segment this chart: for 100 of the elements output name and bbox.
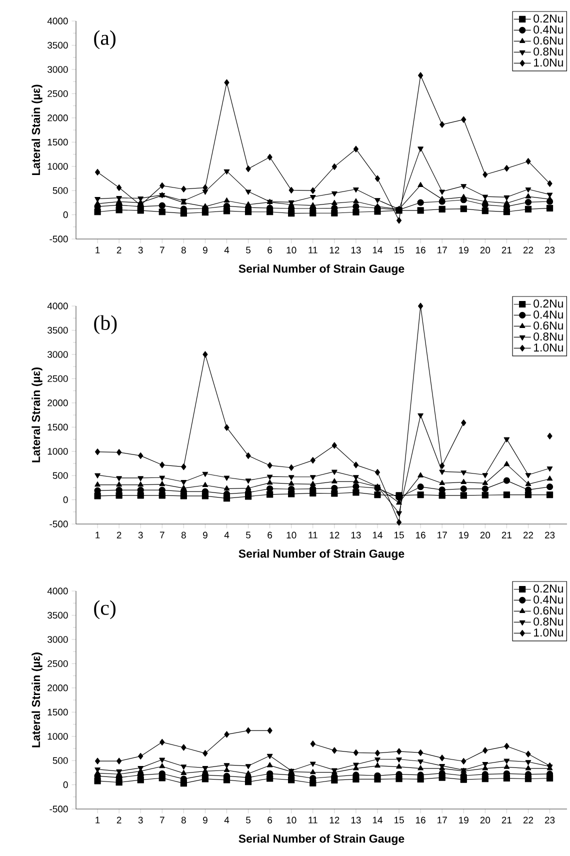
y-tick-label: 0: [63, 496, 68, 504]
legend-label: 0.8Nu: [534, 332, 563, 341]
x-tick-label: 8: [181, 246, 186, 254]
y-tick-label: 3500: [48, 326, 68, 334]
y-tick-label: 4000: [47, 302, 68, 310]
y-tick-label: 2500: [48, 90, 68, 98]
y-tick-label: -500: [50, 520, 68, 528]
y-tick-label: 2000: [48, 400, 68, 406]
y-tick-label: 500: [52, 187, 68, 194]
y-tick-label: 0: [63, 211, 68, 218]
x-tick-label: 3: [138, 816, 143, 824]
x-tick-label: 2: [116, 246, 122, 254]
x-tick-label: 9: [203, 532, 208, 538]
y-tick-label: 1500: [48, 424, 68, 430]
y-tick-label: 2500: [48, 660, 68, 668]
x-tick-label: 16: [416, 816, 426, 824]
x-tick-label: 15: [394, 246, 404, 254]
legend-label: 0.6Nu: [534, 606, 563, 615]
y-tick-label: -500: [50, 236, 68, 242]
y-tick-label: 3000: [48, 636, 68, 643]
y-tick-label: 500: [52, 472, 68, 479]
x-tick-label: 20: [480, 816, 490, 824]
x-tick-label: 20: [480, 532, 490, 538]
x-tick-label: 13: [351, 532, 361, 538]
x-axis-title: Serial Number of Strain Gauge: [238, 834, 404, 846]
x-tick-label: 8: [181, 532, 186, 538]
y-tick-label: 1500: [48, 708, 68, 716]
legend-label: 1.0Nu: [534, 628, 563, 637]
legend-label: 0.2Nu: [534, 299, 563, 308]
x-tick-label: 15: [394, 532, 404, 538]
x-tick-label: 12: [330, 816, 340, 824]
x-tick-label: 20: [480, 246, 490, 254]
x-tick-label: 6: [268, 246, 272, 254]
y-axis-title: Lateral Stain (µε): [32, 84, 42, 176]
y-axis-title: Lateral Strain (µε): [32, 652, 42, 748]
x-tick-label: 23: [544, 532, 555, 538]
x-tick-label: 17: [438, 816, 447, 824]
x-tick-label: 14: [372, 532, 382, 538]
x-tick-label: 8: [181, 816, 186, 824]
x-tick-label: 15: [394, 816, 404, 824]
x-tick-label: 7: [160, 816, 164, 824]
x-tick-label: 16: [416, 532, 426, 538]
y-tick-label: 0: [63, 781, 68, 788]
y-tick-label: 1000: [48, 732, 68, 740]
x-tick-label: 11: [308, 816, 318, 824]
x-tick-label: 2: [116, 816, 122, 824]
x-axis-title: Serial Number of Strain Gauge: [238, 549, 404, 560]
y-tick-label: 2000: [48, 114, 68, 122]
legend-label: 1.0Nu: [534, 343, 563, 352]
legend-label: 0.6Nu: [534, 36, 563, 45]
x-tick-label: 16: [416, 246, 426, 254]
x-tick-label: 10: [286, 532, 296, 538]
x-tick-label: 21: [502, 246, 512, 254]
y-tick-label: 2500: [48, 375, 68, 382]
x-tick-label: 1: [96, 532, 100, 538]
chart-title: (b): [94, 315, 117, 334]
x-tick-label: 22: [523, 532, 534, 538]
legend-label: 0.2Nu: [534, 584, 563, 593]
x-tick-label: 14: [372, 816, 382, 824]
x-tick-label: 4: [224, 816, 230, 824]
x-tick-label: 21: [502, 532, 512, 538]
x-tick-label: 9: [203, 816, 208, 824]
legend-label: 0.4Nu: [534, 310, 563, 319]
y-tick-label: 1000: [48, 162, 68, 170]
legend-label: 0.4Nu: [534, 25, 563, 34]
x-tick-label: 23: [544, 816, 555, 824]
x-tick-label: 12: [330, 532, 340, 538]
x-tick-label: 10: [286, 816, 296, 824]
x-tick-label: 23: [544, 246, 555, 254]
chart-title: (c): [94, 600, 116, 620]
x-tick-label: 17: [438, 246, 447, 254]
x-tick-label: 11: [308, 532, 318, 538]
x-tick-label: 17: [438, 532, 447, 538]
x-axis-title: Serial Number of Strain Gauge: [238, 264, 404, 276]
x-tick-label: 5: [246, 532, 251, 538]
x-tick-label: 22: [523, 816, 534, 824]
x-tick-label: 4: [224, 246, 230, 254]
y-tick-label: 4000: [47, 18, 68, 24]
x-tick-label: 6: [268, 532, 272, 538]
y-tick-label: 500: [52, 757, 68, 764]
x-tick-label: 22: [523, 246, 534, 254]
x-tick-label: 14: [372, 246, 382, 254]
x-tick-label: 9: [203, 246, 208, 254]
legend-label: 0.2Nu: [534, 14, 563, 23]
y-tick-label: 2000: [48, 684, 68, 692]
x-tick-label: 12: [330, 246, 340, 254]
x-tick-label: 5: [246, 246, 251, 254]
y-tick-label: 1500: [48, 138, 68, 146]
legend-label: 0.6Nu: [534, 321, 563, 330]
chart-title: (a): [94, 30, 116, 50]
y-axis-title: Lateral Strain (µε): [32, 368, 42, 462]
x-tick-label: 7: [160, 246, 164, 254]
x-tick-label: 7: [160, 532, 164, 538]
x-tick-label: 1: [96, 246, 100, 254]
x-tick-label: 21: [502, 816, 512, 824]
x-tick-label: 10: [286, 246, 296, 254]
legend-label: 0.8Nu: [534, 617, 563, 626]
y-tick-label: 3500: [48, 612, 68, 619]
y-tick-label: 1000: [48, 448, 68, 455]
x-tick-label: 13: [351, 816, 361, 824]
